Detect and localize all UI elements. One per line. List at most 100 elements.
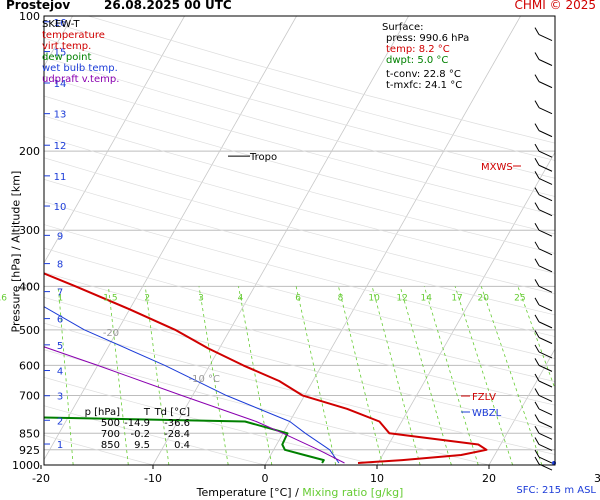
- surface-temp: temp: 8.2 °C: [386, 44, 450, 55]
- mixing-ratio-line: [198, 286, 229, 465]
- wbzl-label: WBZL: [472, 408, 502, 419]
- isotherm-line: [264, 16, 521, 465]
- chart-legend: SKEW-T temperature virt.temp. dew point …: [42, 19, 119, 85]
- table-cell: -0.2: [130, 429, 150, 440]
- wind-barb-staff: [538, 34, 553, 42]
- dry-adiabat-line: [44, 115, 555, 254]
- x-tick-label: 10: [370, 472, 384, 485]
- wind-barb: [534, 123, 553, 138]
- wind-barb-flag: [534, 344, 540, 353]
- pressure-tick-label: 1000: [12, 459, 40, 472]
- altitude-tick-label: 7: [57, 288, 63, 299]
- wind-barb-flag: [534, 388, 540, 396]
- mixing-ratio-label: 20: [478, 293, 490, 303]
- wind-barb-flag: [534, 456, 540, 465]
- pressure-tick-label: 300: [19, 224, 40, 237]
- table-row: 500 -14.9 -36.6: [78, 418, 190, 429]
- isotherm-line: [44, 16, 297, 461]
- y-axis-label: Pressure [hPa] / Altitude [km]: [9, 170, 23, 333]
- x-axis-label-temp: Temperature [°C]: [196, 486, 292, 499]
- altitude-tick-label: 11: [54, 172, 67, 183]
- wind-barb-flag: [534, 202, 540, 210]
- wind-barb-flag: [534, 297, 540, 306]
- mixing-ratio-label: 10: [368, 293, 380, 303]
- surface-tconv: t-conv: 22.8 °C: [386, 69, 461, 80]
- mixing-ratio-label: 2: [144, 293, 150, 303]
- wind-barb: [534, 388, 553, 402]
- wind-barb-staff: [538, 432, 553, 440]
- surface-title: Surface:: [382, 22, 424, 33]
- wind-barb-flag: [534, 143, 540, 152]
- pressure-tick-label: 500: [19, 324, 40, 337]
- wind-barb: [534, 414, 553, 428]
- x-tick-label: 20: [482, 472, 496, 485]
- wind-barb: [534, 52, 553, 66]
- wind-barb-staff: [538, 285, 553, 293]
- wind-barb: [534, 258, 553, 273]
- dry-adiabat-line: [44, 179, 555, 316]
- wind-barb: [534, 100, 553, 115]
- plot-frame: [43, 15, 556, 466]
- mixing-ratio-label: 0.6: [0, 293, 7, 303]
- wind-barb: [534, 426, 553, 440]
- mixing-ratio-line: [399, 286, 452, 465]
- wind-barb-flag: [534, 314, 540, 323]
- x-axis-label: Temperature [°C] / Mixing ratio [g/kg]: [0, 486, 600, 499]
- legend-title: SKEW-T: [42, 19, 80, 30]
- wind-barb-staff: [538, 364, 553, 372]
- table-cell: 9.5: [134, 440, 150, 451]
- mxws-label: MXWS: [481, 162, 513, 173]
- pressure-tick-label: 100: [19, 10, 40, 23]
- altitude-tick-label: 16: [54, 18, 67, 29]
- x-tick-label: 0: [262, 472, 269, 485]
- wind-barb-staff: [538, 444, 553, 451]
- table-cell: 850: [100, 440, 120, 451]
- pressure-tick-label: 200: [19, 145, 40, 158]
- table-cell: 500: [100, 418, 120, 429]
- dry-adiabat-line: [44, 349, 490, 465]
- wind-barb-staff: [538, 394, 553, 402]
- mixing-ratio-line: [371, 286, 421, 465]
- station-name: Prostejov: [6, 0, 71, 12]
- legend-item-dew-point: dew point: [42, 52, 92, 63]
- table-header-p: p [hPa]: [84, 407, 120, 418]
- dry-adiabat-line: [44, 157, 555, 295]
- dry-adiabat-line: [44, 247, 555, 382]
- surface-tmxfc: t-mxfc: 24.1 °C: [386, 80, 463, 91]
- wind-barb-flag: [534, 401, 540, 410]
- mixing-ratio-line: [517, 286, 555, 390]
- wind-barb-flag: [534, 279, 540, 287]
- wind-barb-flag: [534, 437, 540, 445]
- wind-barb-staff: [538, 456, 553, 464]
- isotherm-line: [376, 151, 555, 465]
- altitude-tick-label: 1: [57, 440, 63, 451]
- surface-elevation: SFC: 215 m ASL: [516, 485, 596, 496]
- wind-barb-staff: [538, 59, 553, 66]
- wind-barb: [534, 241, 553, 256]
- wind-barb-flag: [534, 123, 540, 131]
- wind-barb-flag: [534, 330, 540, 338]
- wind-barb: [534, 187, 553, 202]
- wind-barb: [534, 437, 553, 451]
- wind-barb: [534, 171, 553, 185]
- altitude-tick-label: 12: [54, 141, 67, 152]
- isotherm-line: [44, 16, 185, 264]
- wind-barb-flag: [534, 258, 540, 267]
- table-header: p [hPa] T Td [°C]: [78, 407, 190, 418]
- mixing-ratio-line: [423, 286, 479, 465]
- x-tick-label: -20: [32, 472, 50, 485]
- wind-barb-staff: [538, 150, 553, 158]
- chart-axes: 1002003004005006007008509251000123456789…: [12, 10, 600, 485]
- altitude-tick-label: 14: [54, 79, 67, 90]
- mixing-ratio-label: 12: [396, 293, 407, 303]
- wind-barb: [534, 158, 553, 172]
- mixing-ratio-label: 1: [57, 293, 63, 303]
- sounding-datetime: 26.08.2025 00 UTC: [104, 0, 232, 12]
- isotherm-line: [152, 16, 409, 465]
- mixing-ratio-label: 8: [338, 293, 344, 303]
- x-axis-label-sep: /: [291, 486, 303, 499]
- altitude-tick-label: 9: [57, 231, 63, 242]
- wind-barb-flag: [534, 158, 540, 166]
- wind-barb: [534, 27, 553, 42]
- mixing-ratio-line: [295, 286, 337, 465]
